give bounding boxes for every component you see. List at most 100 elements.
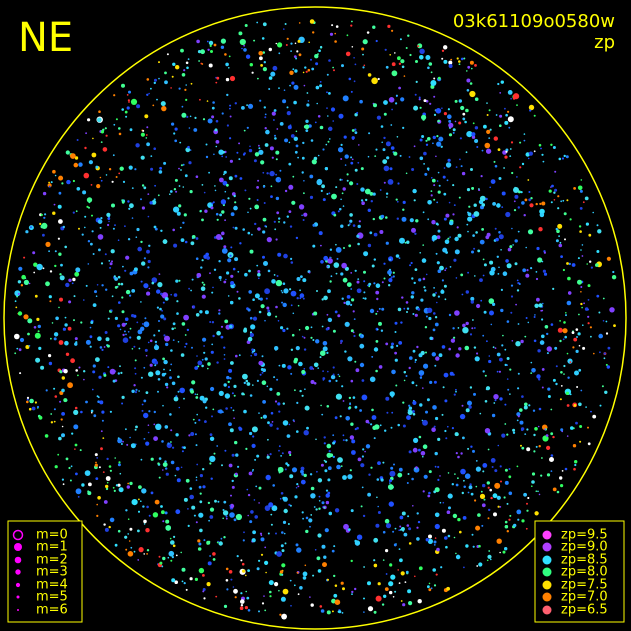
star	[288, 210, 292, 214]
star	[147, 431, 150, 434]
star	[412, 188, 417, 194]
star	[298, 53, 302, 57]
star	[464, 345, 470, 351]
star	[479, 278, 483, 282]
star	[165, 467, 168, 470]
star	[337, 210, 340, 213]
star	[539, 208, 545, 215]
star	[52, 169, 56, 174]
star	[467, 447, 470, 450]
star	[315, 62, 319, 66]
star	[251, 443, 256, 448]
star	[538, 378, 541, 381]
star	[145, 441, 150, 446]
star	[260, 534, 263, 537]
star	[271, 156, 274, 159]
star	[573, 467, 576, 471]
star	[350, 476, 353, 478]
star	[448, 64, 453, 68]
star	[488, 355, 491, 357]
star	[602, 320, 605, 322]
star	[246, 126, 249, 129]
star	[348, 396, 352, 400]
star	[305, 325, 310, 331]
star	[286, 106, 289, 109]
star	[506, 530, 509, 533]
star	[395, 94, 398, 97]
star	[489, 186, 492, 189]
star	[538, 445, 541, 448]
star	[299, 586, 303, 590]
star	[274, 134, 276, 137]
star	[294, 150, 298, 154]
star	[259, 99, 262, 102]
star	[490, 323, 493, 326]
star	[403, 307, 406, 310]
star	[59, 400, 62, 403]
star	[162, 404, 164, 407]
star	[150, 167, 154, 171]
star	[563, 373, 565, 375]
star	[332, 366, 335, 369]
star	[50, 337, 52, 340]
star	[295, 57, 298, 60]
star	[103, 500, 108, 504]
star	[313, 362, 319, 368]
star	[507, 90, 513, 95]
star	[585, 222, 590, 226]
star	[434, 316, 438, 319]
star	[377, 328, 379, 331]
star	[222, 510, 229, 516]
star	[218, 390, 224, 396]
star	[409, 264, 412, 267]
star	[277, 402, 281, 406]
star	[265, 474, 271, 481]
star	[310, 326, 313, 329]
star	[223, 173, 225, 176]
star	[290, 257, 293, 260]
star	[517, 323, 520, 325]
star	[195, 175, 199, 178]
star	[184, 240, 188, 244]
star	[367, 243, 372, 248]
star	[223, 245, 227, 249]
star	[215, 81, 218, 84]
star	[181, 73, 186, 77]
star	[524, 433, 527, 435]
star	[83, 370, 86, 373]
star	[171, 556, 174, 559]
star	[390, 146, 395, 150]
star	[308, 41, 311, 44]
star	[524, 335, 527, 338]
star	[196, 393, 199, 396]
star	[15, 306, 18, 309]
star	[517, 387, 520, 390]
star	[402, 126, 405, 129]
star	[445, 437, 448, 440]
star	[432, 142, 434, 145]
star	[258, 310, 262, 314]
legend-label: zp=9.0	[561, 540, 608, 555]
star	[191, 505, 196, 510]
star	[74, 337, 78, 341]
star	[248, 197, 251, 200]
star	[271, 111, 276, 116]
star	[158, 457, 162, 460]
star	[202, 118, 206, 121]
star	[373, 232, 378, 237]
star	[365, 444, 371, 449]
star	[471, 67, 473, 70]
star	[89, 326, 92, 329]
star	[431, 352, 436, 357]
star	[136, 321, 139, 324]
star	[301, 171, 304, 174]
star	[198, 512, 204, 518]
star	[526, 447, 531, 452]
star	[360, 505, 363, 508]
star	[466, 89, 470, 92]
star	[48, 361, 53, 366]
star	[388, 501, 394, 507]
star	[184, 174, 188, 178]
star	[335, 247, 342, 253]
star	[210, 350, 214, 354]
